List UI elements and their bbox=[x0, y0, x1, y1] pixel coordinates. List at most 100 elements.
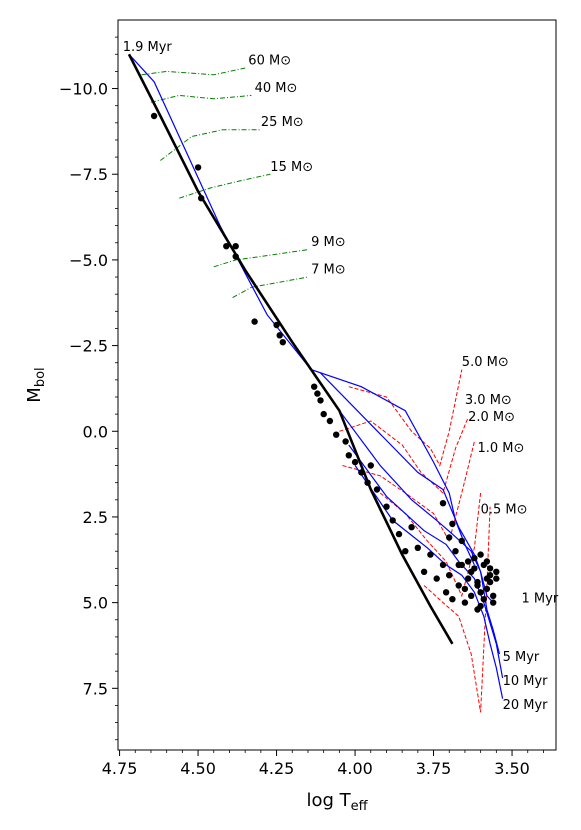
annotation-label: 40 M⊙ bbox=[255, 81, 298, 96]
star-point bbox=[442, 589, 450, 596]
star-point bbox=[439, 561, 447, 569]
star-point bbox=[483, 585, 491, 593]
isochrone-10-Myr bbox=[348, 444, 504, 679]
star-point bbox=[364, 479, 371, 486]
evolutionary-track-7-msun bbox=[232, 276, 309, 299]
star-point bbox=[493, 568, 500, 575]
y-axis-label: Mbol bbox=[24, 367, 48, 402]
annotation-label: 1 Myr bbox=[522, 592, 559, 607]
star-point bbox=[420, 568, 428, 575]
star-point bbox=[474, 606, 481, 613]
star-point bbox=[395, 530, 403, 538]
star-point bbox=[276, 332, 283, 339]
evolutionary-track-15-msun bbox=[179, 173, 271, 199]
star-point bbox=[490, 599, 497, 606]
star-point bbox=[367, 462, 374, 469]
star-point bbox=[471, 554, 478, 562]
star-point bbox=[345, 452, 352, 459]
star-point bbox=[464, 575, 472, 582]
star-point bbox=[389, 517, 396, 524]
star-point bbox=[383, 503, 390, 510]
star-point bbox=[358, 469, 365, 476]
annotation-label: 60 M⊙ bbox=[248, 54, 291, 69]
star-point bbox=[317, 397, 324, 404]
star-point bbox=[464, 558, 472, 565]
annotation-label: 20 Myr bbox=[503, 698, 549, 713]
star-point bbox=[480, 596, 487, 603]
evolutionary-track-9-msun bbox=[213, 249, 309, 268]
star-point bbox=[490, 592, 497, 599]
y-tick-label: 2.5 bbox=[83, 508, 108, 527]
star-point bbox=[279, 339, 286, 346]
annotation-label: 1.9 Myr bbox=[123, 40, 173, 55]
star-point bbox=[468, 592, 475, 599]
star-point bbox=[439, 500, 447, 507]
star-point bbox=[373, 486, 381, 493]
star-point bbox=[483, 558, 491, 565]
star-point bbox=[446, 572, 453, 579]
star-point bbox=[320, 410, 327, 418]
x-tick-label: 4.25 bbox=[259, 759, 295, 778]
star-point bbox=[311, 383, 318, 390]
star-point bbox=[449, 520, 456, 527]
x-tick-label: 3.50 bbox=[494, 759, 530, 778]
star-point bbox=[486, 565, 494, 572]
star-point bbox=[414, 544, 421, 551]
star-point bbox=[342, 438, 349, 445]
y-tick-label: 5.0 bbox=[83, 594, 108, 613]
y-tick-label: −7.5 bbox=[69, 165, 108, 184]
star-point bbox=[449, 596, 456, 603]
star-point bbox=[493, 575, 500, 582]
annotation-label: 10 Myr bbox=[503, 674, 549, 689]
annotation-label: 5 Myr bbox=[503, 650, 540, 665]
annotation-label: 9 M⊙ bbox=[311, 235, 346, 250]
y-tick-label: 7.5 bbox=[83, 679, 108, 698]
annotation-label: 15 M⊙ bbox=[270, 160, 313, 175]
star-point bbox=[455, 582, 462, 589]
x-axis-ticks: 4.75 4.50 4.25 4.00 3.75 3.50 bbox=[102, 750, 544, 778]
star-point bbox=[333, 431, 340, 438]
star-point bbox=[402, 548, 409, 555]
star-point bbox=[427, 551, 434, 558]
x-axis-label: log Teff bbox=[306, 790, 368, 814]
isochrone-5-Myr bbox=[338, 410, 501, 655]
x-tick-label: 4.00 bbox=[337, 759, 373, 778]
y-tick-label: 0.0 bbox=[83, 422, 108, 441]
evolutionary-track-60-msun bbox=[141, 67, 246, 76]
star-point bbox=[461, 585, 469, 593]
zams-line bbox=[127, 53, 454, 645]
star-point bbox=[198, 195, 205, 202]
star-point bbox=[273, 321, 280, 329]
plot-area: 1.9 Myr 1 Myr 5 Myr 10 Myr 20 Myr 60 M⊙ 40 M⊙ 2… bbox=[123, 40, 559, 713]
evolutionary-track-5.0-msun bbox=[348, 369, 463, 467]
annotation-label: 7 M⊙ bbox=[311, 263, 346, 278]
annotation-label: 5.0 M⊙ bbox=[462, 355, 509, 370]
star-point bbox=[477, 589, 484, 596]
evolutionary-track-3.0-msun bbox=[339, 417, 469, 494]
star-point bbox=[351, 458, 359, 466]
star-point bbox=[477, 551, 484, 558]
star-point bbox=[326, 417, 334, 425]
star-point bbox=[314, 390, 321, 397]
evolutionary-track-25-msun bbox=[160, 129, 261, 161]
y-tick-label: −10.0 bbox=[59, 80, 108, 99]
star-point bbox=[446, 534, 453, 541]
y-tick-label: −5.0 bbox=[69, 251, 108, 270]
star-point bbox=[468, 568, 475, 575]
x-tick-label: 3.75 bbox=[416, 759, 452, 778]
star-point bbox=[251, 318, 258, 325]
annotation-label: 25 M⊙ bbox=[261, 115, 304, 130]
annotation-label: 1.0 M⊙ bbox=[478, 441, 525, 456]
annotation-label: 3.0 M⊙ bbox=[465, 393, 512, 408]
evolutionary-track-0.5-msun bbox=[423, 506, 491, 713]
star-point bbox=[452, 548, 459, 555]
x-tick-label: 4.50 bbox=[180, 759, 216, 778]
star-point bbox=[455, 561, 462, 569]
axes-frame bbox=[117, 19, 557, 751]
star-point bbox=[150, 112, 158, 120]
star-point bbox=[232, 243, 239, 250]
star-point bbox=[223, 243, 230, 250]
star-point bbox=[194, 164, 202, 171]
y-tick-label: −2.5 bbox=[69, 337, 108, 356]
